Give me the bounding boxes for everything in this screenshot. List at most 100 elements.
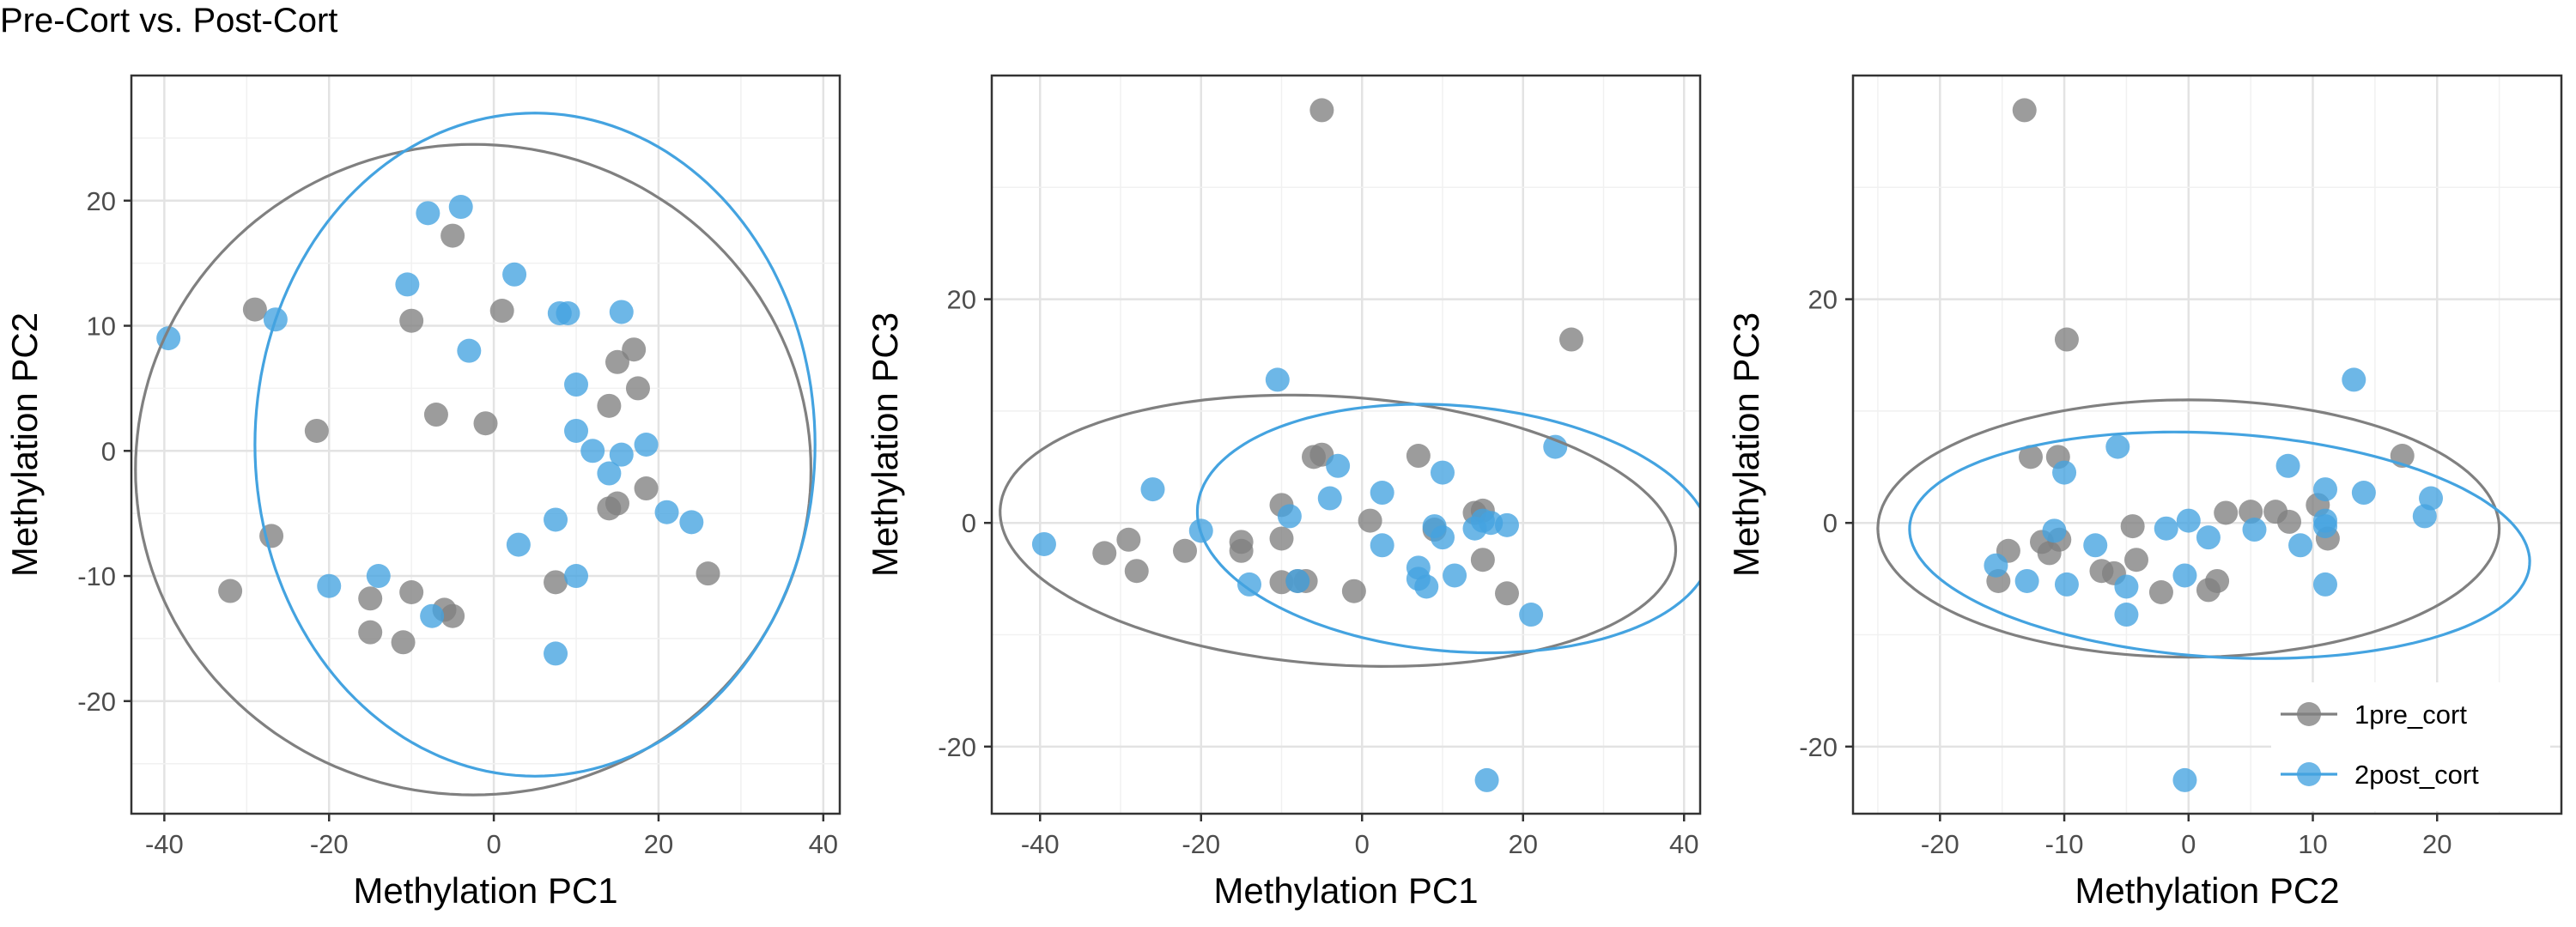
data-point-2post_cort — [1317, 486, 1342, 511]
y-tick-label: 10 — [87, 312, 116, 342]
chart-title: Pre-Cort vs. Post-Cort — [0, 2, 338, 39]
x-tick-label: 0 — [2181, 829, 2196, 859]
data-point-2post_cort — [1984, 553, 2008, 578]
data-point-2post_cort — [1277, 504, 1302, 529]
legend-item: 1pre_cort — [2281, 700, 2467, 730]
data-point-1pre_cort — [440, 603, 465, 628]
y-tick-label: 20 — [87, 186, 116, 216]
x-tick-label: -20 — [1921, 829, 1959, 859]
data-point-2post_cort — [1237, 572, 1261, 597]
y-tick-label: 0 — [1823, 508, 1838, 538]
data-point-2post_cort — [2412, 504, 2437, 529]
data-point-1pre_cort — [473, 411, 498, 436]
y-axis-label: Methylation PC3 — [1726, 312, 1766, 577]
data-point-1pre_cort — [2148, 580, 2173, 604]
data-point-1pre_cort — [2239, 500, 2263, 524]
data-point-2post_cort — [1431, 525, 1455, 550]
x-tick-label: -40 — [145, 829, 184, 859]
grid — [131, 75, 840, 814]
data-point-1pre_cort — [242, 297, 267, 322]
data-point-1pre_cort — [218, 579, 243, 603]
data-point-1pre_cort — [1341, 579, 1366, 603]
data-point-1pre_cort — [1470, 548, 1495, 573]
data-point-1pre_cort — [1309, 98, 1334, 123]
legend-point-swatch — [2297, 702, 2321, 726]
data-point-2post_cort — [1031, 531, 1056, 556]
x-axis-label: Methylation PC2 — [2075, 870, 2339, 911]
data-point-2post_cort — [2172, 563, 2197, 588]
data-point-2post_cort — [2242, 518, 2267, 542]
data-point-2post_cort — [2114, 603, 2139, 627]
plot-panel-2: -40 -20 0 20 40 -20 0 20 Methylation PC1 Methylat… — [865, 74, 1702, 911]
data-point-1pre_cort — [2277, 509, 2302, 534]
data-point-1pre_cort — [358, 586, 383, 611]
x-tick-label: 20 — [1509, 829, 1538, 859]
data-points — [1031, 98, 1583, 792]
y-tick-label: -20 — [77, 687, 116, 717]
x-axis-label: Methylation PC1 — [353, 870, 617, 911]
data-point-2post_cort — [2014, 568, 2039, 593]
ellipse-2post_cort — [253, 112, 817, 778]
data-point-1pre_cort — [489, 299, 514, 324]
data-point-2post_cort — [597, 461, 622, 486]
panel-border — [1851, 74, 2563, 815]
data-point-1pre_cort — [1406, 444, 1431, 469]
panel-border — [990, 74, 1702, 815]
x-tick-label: 40 — [1669, 829, 1698, 859]
data-point-2post_cort — [1285, 568, 1310, 593]
data-point-1pre_cort — [304, 418, 329, 443]
y-tick-label: -20 — [938, 732, 976, 762]
y-tick-label: 0 — [962, 508, 976, 538]
data-point-2post_cort — [2054, 572, 2079, 597]
data-point-2post_cort — [609, 300, 634, 324]
panel-border — [130, 74, 841, 815]
data-point-2post_cort — [502, 262, 527, 287]
x-tick-label: 20 — [644, 829, 673, 859]
data-point-2post_cort — [544, 641, 568, 666]
data-point-1pre_cort — [399, 308, 424, 333]
data-point-2post_cort — [416, 201, 440, 226]
data-point-2post_cort — [1414, 574, 1439, 599]
x-tick-label: 10 — [2298, 829, 2327, 859]
data-point-2post_cort — [1370, 533, 1394, 558]
legend-background — [2271, 682, 2550, 811]
data-point-2post_cort — [317, 573, 342, 598]
data-point-2post_cort — [2176, 508, 2201, 533]
data-point-2post_cort — [395, 272, 420, 297]
data-point-2post_cort — [544, 507, 568, 532]
data-points — [156, 195, 720, 666]
data-point-2post_cort — [506, 532, 531, 557]
legend-label: 2post_cort — [2354, 760, 2479, 790]
x-tick-label: -10 — [2045, 829, 2084, 859]
x-tick-label: 0 — [1355, 829, 1370, 859]
data-point-1pre_cort — [1124, 559, 1149, 584]
data-point-1pre_cort — [2018, 445, 2043, 470]
data-point-1pre_cort — [605, 491, 629, 516]
data-point-1pre_cort — [1559, 327, 1583, 352]
data-point-2post_cort — [2172, 767, 2197, 792]
data-point-2post_cort — [634, 433, 659, 457]
data-point-1pre_cort — [1495, 581, 1519, 606]
data-point-2post_cort — [1326, 453, 1351, 478]
data-point-1pre_cort — [696, 561, 720, 586]
data-point-1pre_cort — [440, 223, 465, 248]
data-point-1pre_cort — [1173, 538, 1197, 563]
x-tick-label: 0 — [486, 829, 501, 859]
x-tick-label: -20 — [310, 829, 349, 859]
data-point-2post_cort — [679, 510, 704, 535]
data-point-2post_cort — [564, 373, 589, 397]
x-tick-label: 20 — [2422, 829, 2451, 859]
data-point-2post_cort — [1543, 434, 1568, 459]
data-point-1pre_cort — [1358, 508, 1382, 533]
ellipse-1pre_cort — [999, 393, 1678, 669]
data-point-2post_cort — [1265, 367, 1290, 392]
ellipse-2post_cort — [1908, 430, 2531, 660]
data-point-2post_cort — [564, 564, 589, 589]
y-tick-label: 20 — [947, 285, 976, 315]
data-point-1pre_cort — [2214, 500, 2239, 525]
ellipse-2post_cort — [1195, 403, 1700, 655]
data-point-2post_cort — [2313, 508, 2337, 533]
x-tick-label: -40 — [1021, 829, 1060, 859]
data-points — [1984, 98, 2444, 792]
